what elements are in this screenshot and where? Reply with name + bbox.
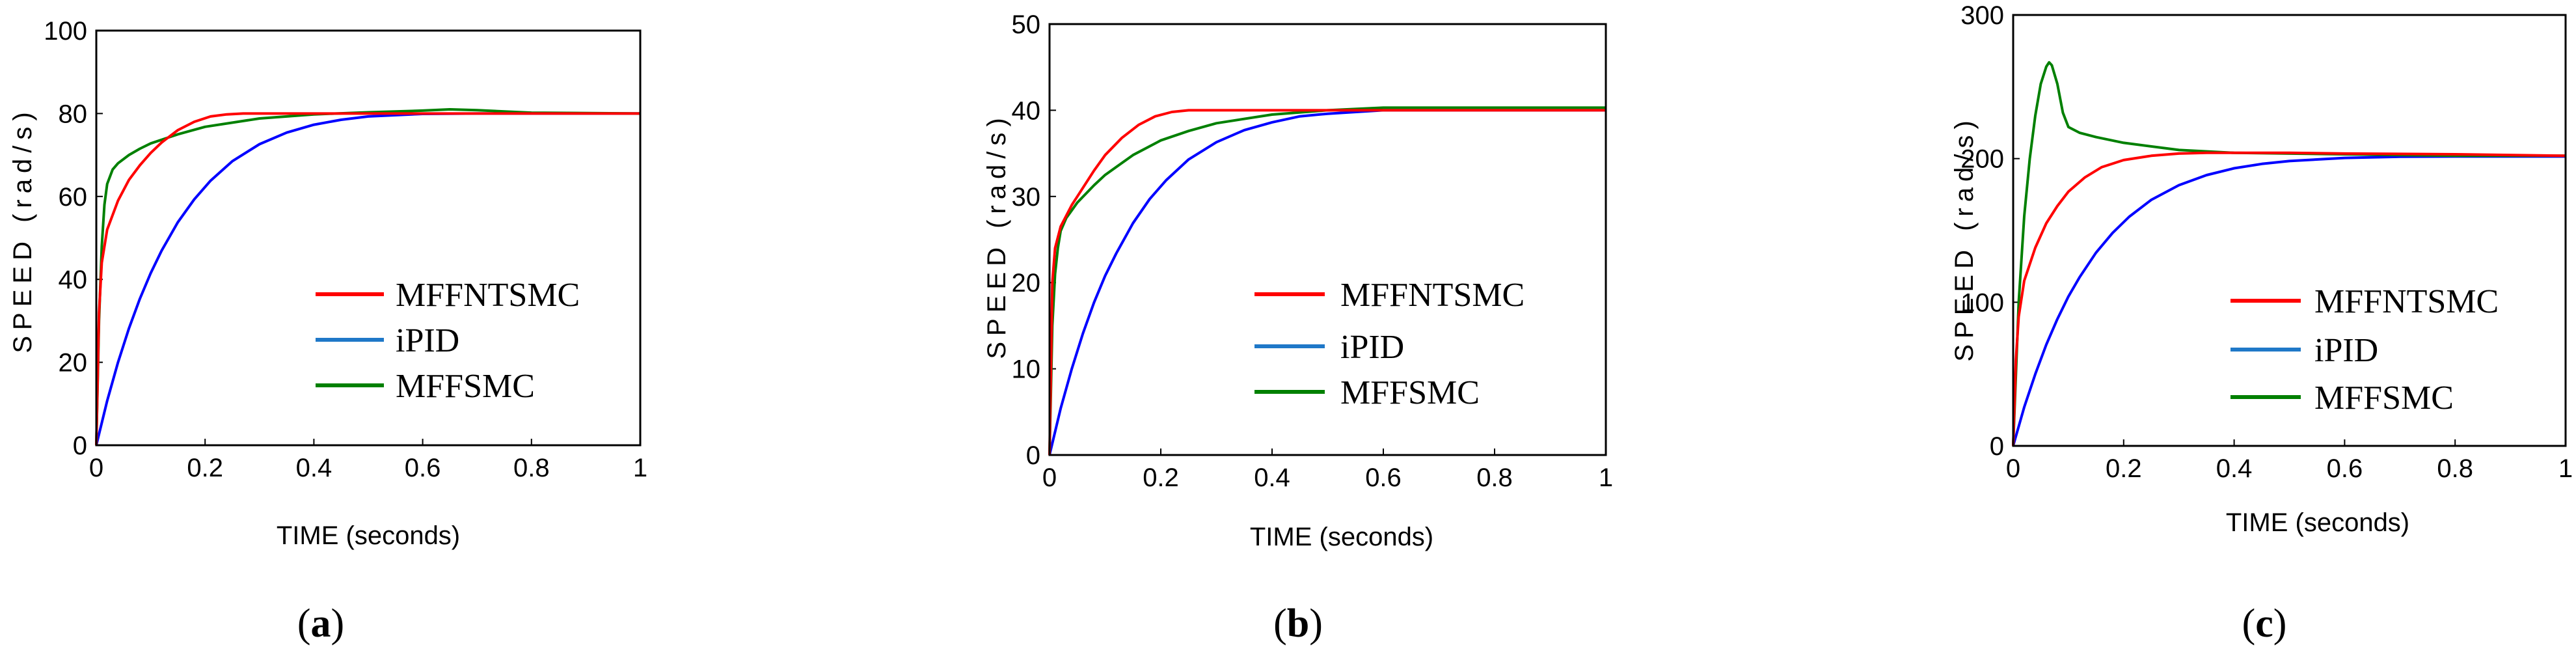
y-tick-label: 40	[59, 266, 88, 294]
legend-label-mffsmc: MFFSMC	[2314, 379, 2454, 417]
x-tick-label: 0.6	[2327, 454, 2363, 483]
x-tick-label: 0.8	[513, 454, 550, 482]
y-tick-label: 0	[1026, 441, 1040, 470]
legend-label-mffntsmc: MFFNTSMC	[1340, 277, 1525, 314]
x-tick-label: 0.4	[296, 454, 332, 482]
y-tick-label: 40	[1012, 96, 1041, 125]
y-tick-label: 20	[1012, 269, 1041, 297]
caption-close: )	[1309, 601, 1323, 646]
y-tick-label: 0	[1990, 432, 2004, 461]
caption-close: )	[2273, 601, 2287, 646]
panel-caption: (b)	[1273, 601, 1323, 646]
tick-labels: 0 0.2 0.4 0.6 0.8 1 0 100 200 300	[1960, 1, 2573, 483]
x-tick-label: 0.6	[405, 454, 441, 482]
y-tick-label: 20	[59, 349, 88, 378]
x-tick-label: 0.2	[2106, 454, 2142, 483]
caption-letter: c	[2255, 601, 2273, 646]
x-axis-label: TIME (seconds)	[277, 521, 460, 550]
y-tick-label: 100	[1960, 288, 2004, 317]
legend-label-ipid: iPID	[396, 322, 459, 359]
tick-labels: 0 0.2 0.4 0.6 0.8 1 0 20 40 60 80 100	[44, 17, 647, 482]
y-tick-label: 0	[73, 432, 87, 460]
caption-letter: b	[1287, 601, 1309, 646]
x-tick-label: 0.6	[1365, 463, 1402, 492]
panel-caption: (c)	[2242, 601, 2287, 646]
series-line-mffntsmc	[2012, 151, 2566, 447]
x-tick-label: 0.2	[187, 454, 223, 482]
y-tick-label: 50	[1012, 10, 1041, 39]
x-tick-label: 0.4	[2216, 454, 2253, 483]
legend: MFFNTSMC iPID MFFSMC	[2230, 283, 2499, 417]
x-axis-label: TIME (seconds)	[1250, 523, 1433, 551]
y-axis-label: SPEED (rad/s)	[983, 112, 1011, 359]
plot-frame	[2012, 14, 2567, 447]
y-tick-label: 60	[59, 183, 88, 212]
y-tick-label: 200	[1960, 145, 2004, 174]
series-line-mffntsmc	[1048, 109, 1606, 456]
legend-label-mffntsmc: MFFNTSMC	[2314, 283, 2499, 320]
caption-letter: a	[311, 601, 331, 646]
legend-label-mffsmc: MFFSMC	[1340, 374, 1480, 411]
x-tick-label: 0.4	[1254, 463, 1290, 492]
legend: MFFNTSMC iPID MFFSMC	[316, 277, 580, 405]
caption-open: (	[1273, 601, 1287, 646]
x-tick-label: 1	[1599, 463, 1613, 492]
series-line-ipid	[2012, 155, 2566, 447]
legend-label-ipid: iPID	[1340, 329, 1404, 366]
series-lines	[95, 108, 641, 446]
y-tick-label: 100	[44, 17, 87, 46]
caption-open: (	[2242, 601, 2256, 646]
y-tick-label: 30	[1012, 183, 1041, 212]
panel-caption: (a)	[297, 601, 344, 646]
y-axis-label: SPEED (rad/s)	[1950, 115, 1979, 361]
x-tick-label: 0	[2006, 454, 2020, 483]
caption-open: (	[297, 601, 311, 646]
legend: MFFNTSMC iPID MFFSMC	[1254, 277, 1525, 411]
x-axis-label: TIME (seconds)	[2226, 508, 2409, 537]
chart-panel-c: SPEED (rad/s) TIME (seconds) 0 0.2 0.4 0.6 0…	[1950, 1, 2573, 646]
series-line-ipid	[1048, 109, 1606, 456]
x-tick-label: 0.8	[2437, 454, 2473, 483]
x-tick-label: 0.2	[1143, 463, 1179, 492]
x-tick-label: 0.8	[1476, 463, 1513, 492]
x-tick-label: 1	[633, 454, 647, 482]
series-line-mffntsmc	[95, 112, 640, 446]
y-axis-label: SPEED (rad/s)	[8, 106, 37, 353]
legend-label-ipid: iPID	[2314, 332, 2378, 369]
plot-frame	[95, 29, 642, 447]
legend-label-mffsmc: MFFSMC	[396, 368, 535, 405]
x-tick-label: 0	[1042, 463, 1057, 492]
chart-panel-b: SPEED (rad/s) TIME (seconds) 0 0.2 0.4 0.6 0…	[983, 10, 1613, 646]
plot-frame	[1048, 23, 1607, 456]
x-tick-label: 0	[89, 454, 103, 482]
series-lines	[2012, 61, 2566, 447]
series-lines	[1048, 106, 1606, 456]
y-tick-label: 300	[1960, 1, 2004, 30]
legend-label-mffntsmc: MFFNTSMC	[396, 277, 580, 314]
chart-panel-a: SPEED (rad/s) TIME (seconds) 0 0.2 0.4 0.6 0…	[8, 17, 647, 646]
caption-close: )	[331, 601, 345, 646]
y-tick-label: 10	[1012, 355, 1041, 384]
x-tick-label: 1	[2558, 454, 2573, 483]
y-tick-label: 80	[59, 100, 88, 128]
